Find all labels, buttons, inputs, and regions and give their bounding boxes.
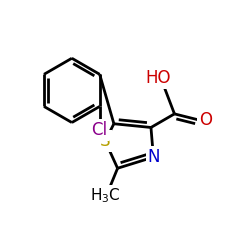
Text: HO: HO: [146, 69, 171, 87]
Text: N: N: [147, 148, 160, 166]
Text: Cl: Cl: [92, 121, 108, 139]
Text: H$_3$C: H$_3$C: [90, 186, 120, 205]
Text: O: O: [199, 111, 212, 129]
Text: S: S: [100, 132, 110, 150]
